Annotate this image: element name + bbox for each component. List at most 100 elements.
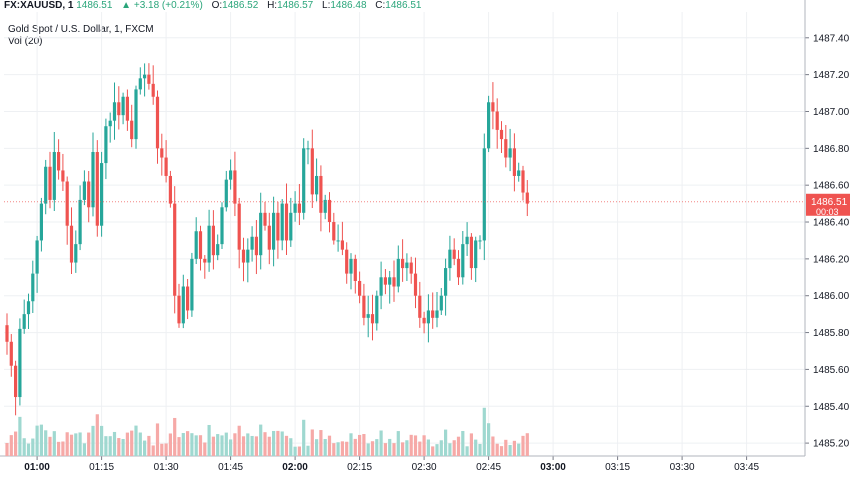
- candle-body: [456, 258, 461, 278]
- volume-bar: [452, 440, 456, 456]
- volume-bar: [469, 433, 473, 456]
- y-tick-label: 1486.40: [813, 218, 850, 229]
- x-tick-label: 02:30: [412, 462, 437, 473]
- volume-bar: [383, 443, 387, 456]
- candle-body: [198, 231, 203, 259]
- volume-bar: [366, 443, 370, 456]
- volume-bar: [52, 431, 56, 456]
- candle-body: [409, 262, 413, 274]
- volume-bar: [229, 439, 233, 456]
- candle-body: [190, 258, 194, 311]
- volume-bar: [379, 430, 383, 456]
- candle-body: [130, 120, 134, 140]
- candle-body: [379, 277, 383, 296]
- candle-body: [499, 129, 504, 140]
- candle-body: [78, 199, 82, 245]
- volume-label[interactable]: Vol (20): [8, 36, 43, 47]
- volume-bar: [203, 442, 207, 456]
- volume-bar: [134, 425, 138, 456]
- volume-bar: [422, 435, 426, 456]
- volume-bar: [211, 436, 215, 456]
- candle-body: [104, 126, 108, 164]
- volume-bar: [61, 441, 65, 456]
- candle-body: [495, 111, 499, 130]
- volume-bar: [69, 434, 74, 456]
- candle-body: [241, 249, 246, 263]
- candle-body: [508, 148, 512, 158]
- candle-body: [396, 258, 400, 287]
- volume-bar: [22, 438, 26, 456]
- candle-body: [61, 170, 65, 182]
- volume-bar: [164, 443, 168, 456]
- candle-body: [413, 273, 418, 296]
- candle-body: [482, 148, 486, 241]
- candle-body: [35, 240, 39, 274]
- volume-bar: [207, 424, 211, 456]
- candle-body: [345, 249, 349, 274]
- price-tag-countdown: 00:03: [816, 207, 839, 217]
- volume-bar: [181, 433, 185, 456]
- volume-bar: [151, 445, 155, 456]
- candle-body: [310, 148, 314, 195]
- candle-body: [444, 268, 448, 296]
- volume-bar: [426, 439, 430, 456]
- close-label: C:: [375, 0, 386, 11]
- volume-bar: [345, 441, 349, 456]
- candle-body: [121, 96, 125, 116]
- open-value: 1486.52: [222, 0, 259, 11]
- candle-body: [405, 262, 409, 269]
- candle-body: [143, 74, 147, 79]
- volume-bar: [147, 435, 151, 456]
- volume-bar: [263, 432, 267, 456]
- candle-body: [211, 225, 215, 256]
- volume-bar: [224, 432, 228, 456]
- volume-bar: [332, 443, 336, 456]
- candle-body: [134, 89, 138, 140]
- volume-bar: [117, 438, 121, 456]
- candle-body: [297, 203, 301, 213]
- candle-body: [52, 152, 56, 200]
- y-tick-label: 1487.20: [813, 70, 850, 81]
- volume-bar: [125, 432, 129, 456]
- candle-body: [48, 166, 52, 200]
- x-tick-label: 03:15: [605, 462, 630, 473]
- candle-body: [422, 317, 426, 324]
- candle-body: [168, 175, 172, 204]
- y-tick-label: 1485.80: [813, 328, 850, 339]
- volume-bar: [95, 414, 99, 456]
- volume-bar: [18, 416, 22, 456]
- candle-body: [370, 314, 375, 324]
- y-tick-label: 1485.20: [813, 439, 850, 450]
- price-change: ▲ +3.18 (+0.21%): [121, 0, 203, 11]
- volume-bar: [267, 436, 271, 456]
- volume-bar: [362, 434, 366, 456]
- candle-body: [491, 102, 495, 112]
- x-tick-label: 03:00: [540, 462, 566, 473]
- candle-body: [358, 280, 362, 296]
- candle-body: [151, 83, 155, 97]
- candle-body: [91, 152, 95, 208]
- candle-body: [375, 295, 379, 324]
- volume-bar: [31, 438, 35, 456]
- x-tick-label: 03:30: [670, 462, 695, 473]
- x-tick-label: 01:15: [89, 462, 114, 473]
- x-tick-label: 01:00: [24, 462, 50, 473]
- volume-bar: [173, 417, 177, 456]
- volume-bar: [340, 441, 344, 456]
- candle-body: [478, 240, 482, 242]
- chart-title: Gold Spot / U.S. Dollar, 1, FXCM: [8, 24, 154, 35]
- volume-bar: [272, 430, 276, 456]
- candle-body: [426, 310, 430, 324]
- volume-bar: [435, 444, 439, 456]
- candle-body: [216, 244, 220, 256]
- candle-body: [336, 240, 340, 242]
- volume-bar: [74, 433, 78, 456]
- volume-bar: [297, 446, 301, 456]
- volume-bar: [35, 425, 39, 456]
- open-label: O:: [211, 0, 223, 11]
- candle-body: [95, 152, 99, 226]
- high-label: H:: [267, 0, 278, 11]
- y-tick-label: 1486.60: [813, 181, 850, 192]
- candle-body: [173, 203, 177, 296]
